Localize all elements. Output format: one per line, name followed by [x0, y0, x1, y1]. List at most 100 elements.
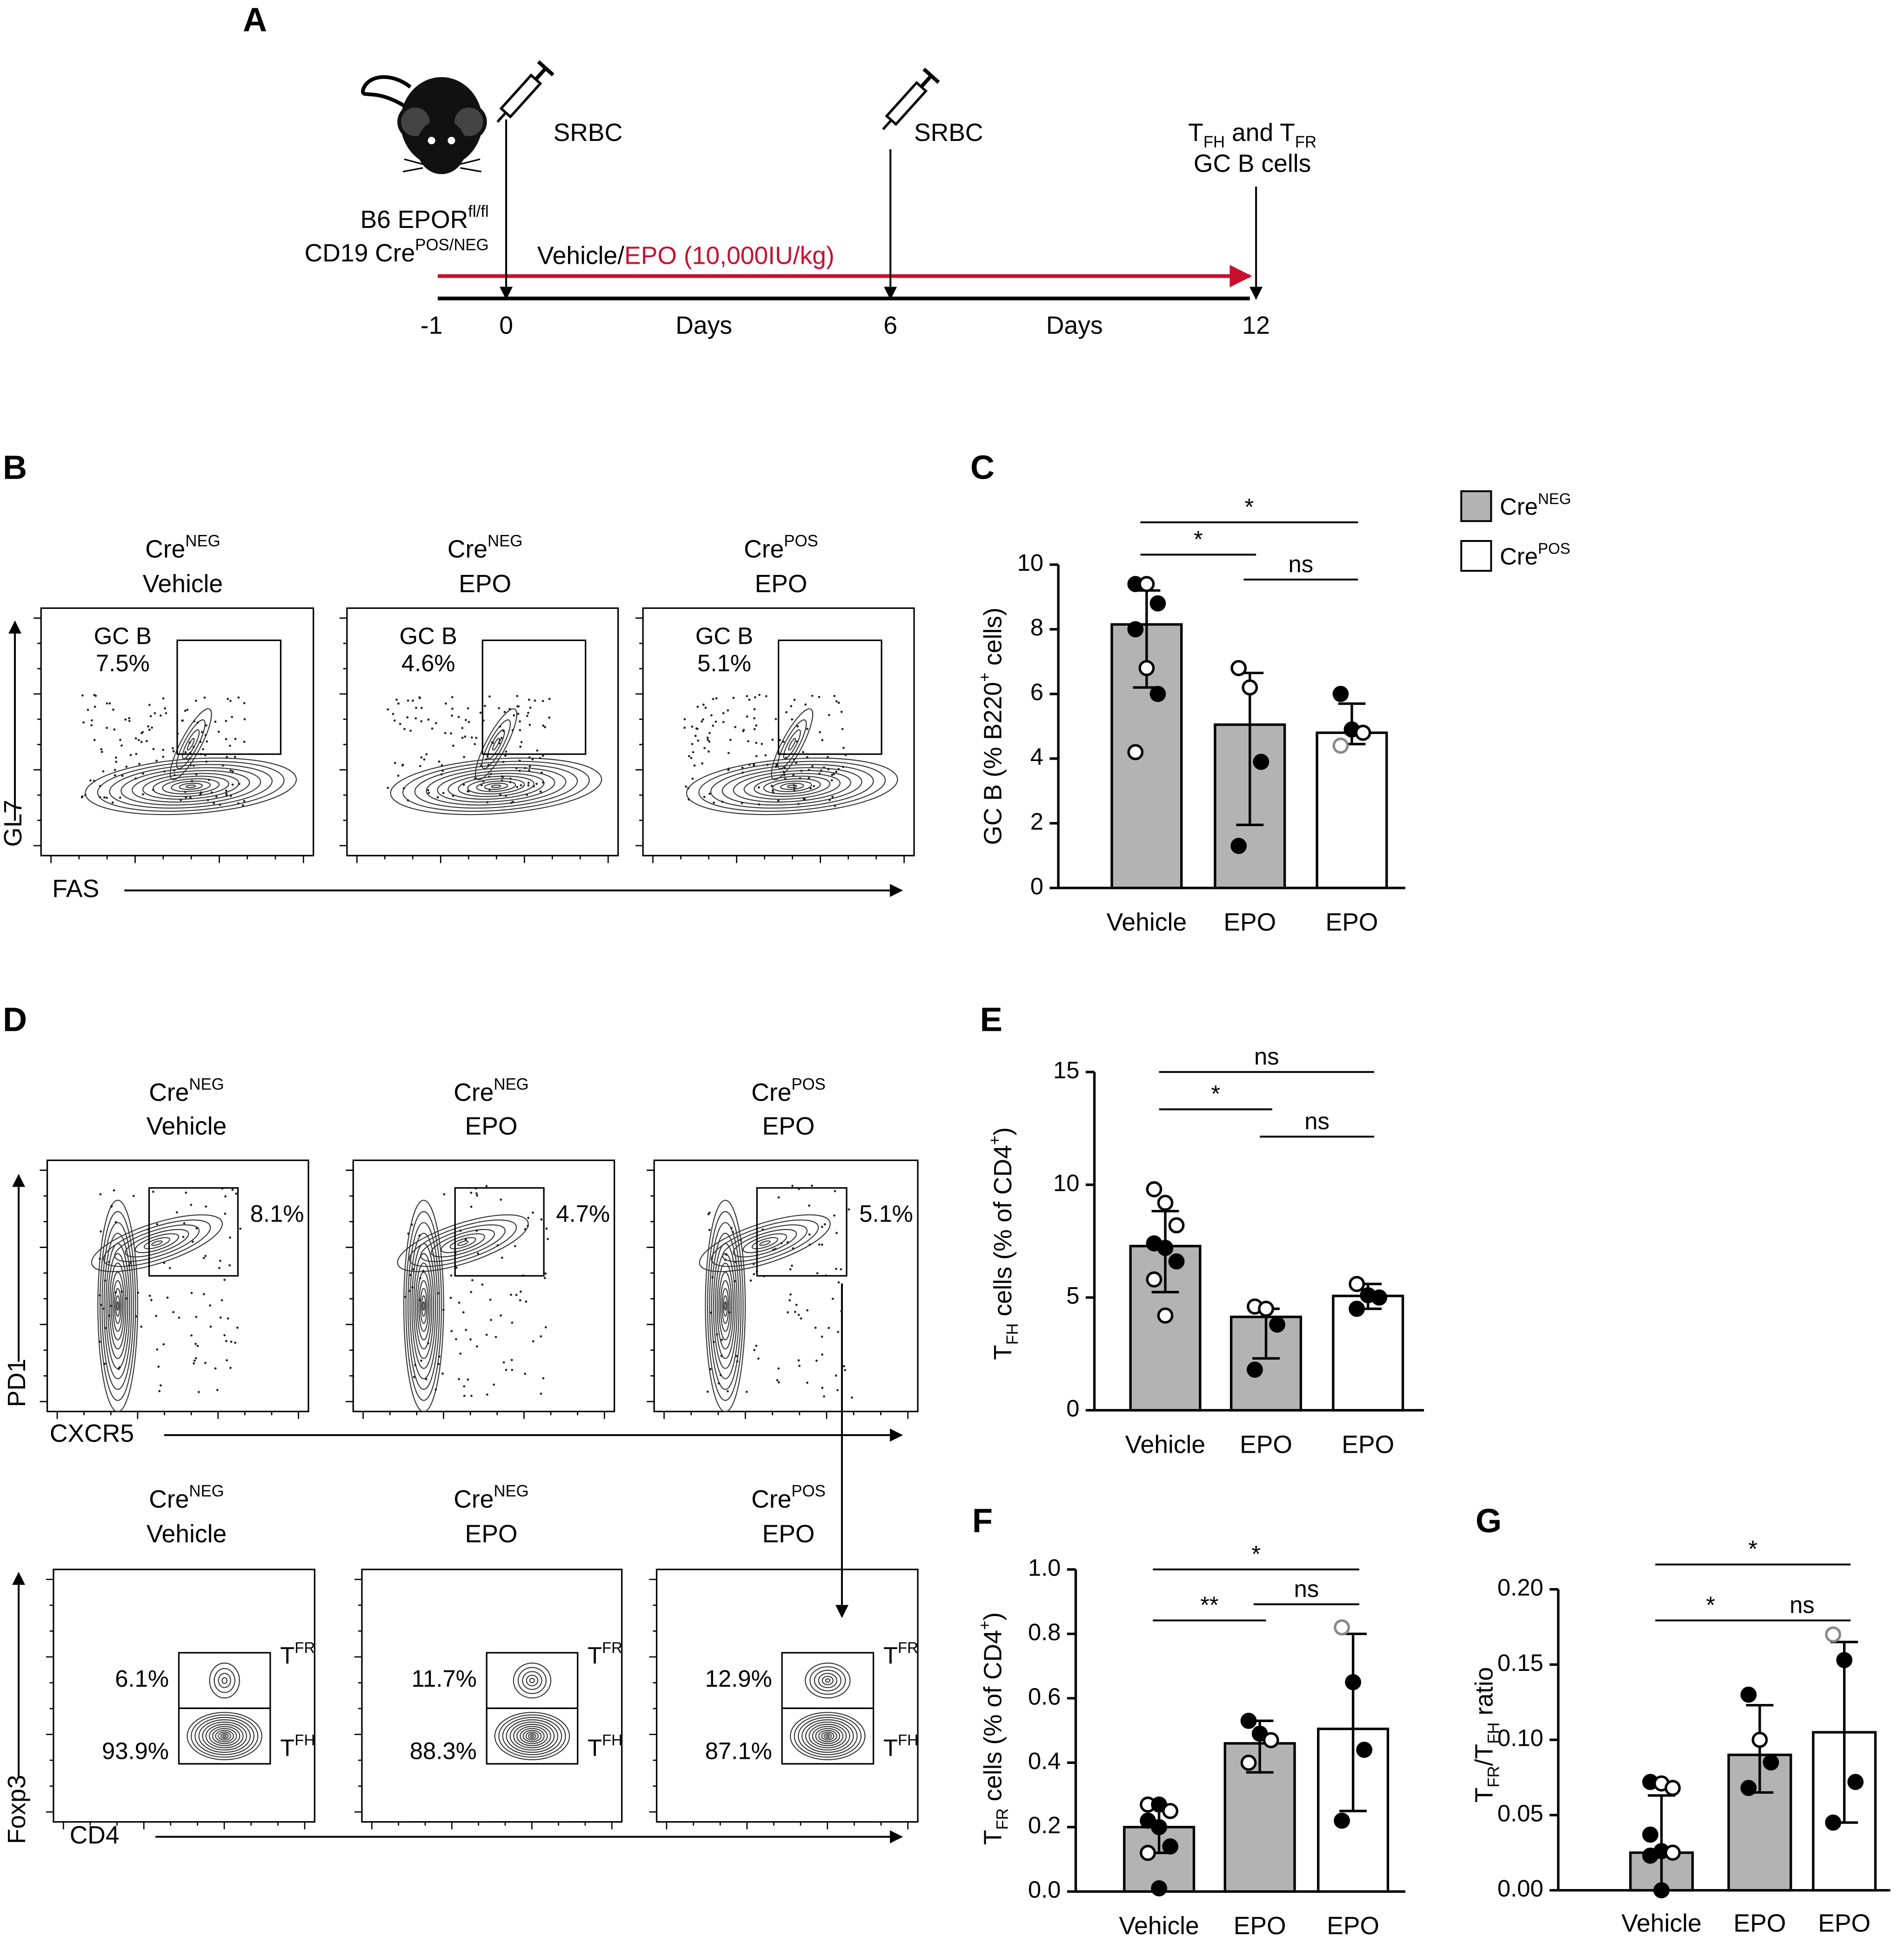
event-dot: [715, 697, 718, 700]
event-dot: [477, 1252, 479, 1255]
event-dot: [106, 796, 108, 799]
event-dot: [104, 1279, 107, 1282]
panel-label: G: [1476, 1503, 1502, 1540]
event-dot: [740, 1239, 742, 1242]
event-dot: [831, 774, 834, 776]
event-dot: [508, 708, 511, 710]
data-point: [1740, 1780, 1757, 1796]
event-dot: [544, 726, 546, 728]
panel-label: F: [972, 1503, 993, 1540]
data-point: [1751, 1731, 1768, 1748]
event-dot: [758, 694, 761, 696]
contour: [742, 1233, 788, 1253]
significance-label: ns: [1289, 551, 1314, 577]
text-part: POS: [791, 1483, 825, 1500]
event-dot: [114, 774, 116, 777]
text-part: Vehicle/: [537, 242, 624, 270]
event-dot: [171, 747, 174, 750]
text-part: FR: [1485, 1766, 1503, 1787]
text-part: Cre: [1500, 494, 1538, 520]
event-dot: [527, 781, 530, 784]
event-dot: [758, 803, 761, 806]
event-dot: [542, 724, 545, 727]
data-point: [1240, 1712, 1257, 1729]
contour: [415, 1262, 433, 1349]
event-dot: [449, 1296, 452, 1299]
data-point: [1253, 754, 1269, 770]
event-dot: [91, 719, 93, 722]
event-dot: [797, 802, 800, 805]
event-dot: [727, 709, 729, 712]
data-point: [1138, 660, 1155, 676]
contour: [222, 1734, 227, 1738]
event-dot: [215, 795, 218, 798]
gate: [176, 639, 282, 755]
contour: [221, 1677, 228, 1684]
event-dot: [490, 773, 492, 775]
event-dot: [392, 713, 394, 715]
event-dot: [469, 1338, 472, 1341]
event-dot: [485, 758, 488, 761]
contour: [405, 1211, 442, 1401]
contour: [441, 1233, 485, 1253]
event-dot: [462, 1311, 465, 1314]
event-dot: [708, 750, 710, 753]
contour: [209, 1726, 241, 1746]
event-dot: [524, 767, 527, 769]
event-dot: [227, 1317, 229, 1320]
text-part: FH: [1004, 1323, 1022, 1345]
event-dot: [175, 1211, 178, 1214]
x-tick-label: EPO: [1326, 909, 1378, 936]
event-dot: [694, 735, 697, 737]
event-dot: [771, 789, 774, 792]
data-point: [1763, 1754, 1779, 1771]
event-dot: [748, 698, 751, 701]
gate-percent: 87.1%: [705, 1737, 772, 1764]
text-part: NEG: [494, 1076, 528, 1094]
timeline-label: Days: [675, 312, 732, 339]
event-dot: [792, 774, 795, 777]
event-dot: [775, 764, 778, 767]
event-dot: [704, 707, 707, 709]
contour: [218, 1731, 231, 1741]
event-dot: [112, 708, 114, 711]
event-dot: [524, 1372, 527, 1375]
event-dot: [134, 737, 137, 740]
event-dot: [234, 755, 236, 758]
event-dot: [470, 1191, 473, 1194]
event-dot: [235, 1192, 238, 1195]
event-dot: [837, 768, 840, 770]
event-dot: [541, 771, 543, 774]
text-part: Vehicle: [147, 1113, 227, 1140]
event-dot: [156, 1223, 159, 1226]
event-dot: [99, 785, 101, 788]
text-part: NEG: [185, 533, 220, 550]
event-dot: [129, 1262, 132, 1264]
event-dot: [226, 1359, 228, 1362]
data-point: [1168, 1217, 1185, 1234]
contour: [513, 1663, 552, 1699]
event-dot: [81, 795, 84, 798]
data-point: [1356, 1742, 1373, 1758]
gate: [756, 1187, 848, 1277]
event-dot: [193, 1359, 196, 1362]
event-dot: [476, 1194, 479, 1197]
event-dot: [820, 769, 822, 772]
event-dot: [808, 777, 810, 780]
contour: [722, 1288, 729, 1324]
event-dot: [184, 709, 187, 712]
data-point: [1230, 660, 1247, 676]
event-dot: [541, 781, 544, 784]
event-dot: [842, 1365, 845, 1368]
contour: [825, 1678, 831, 1683]
event-dot: [712, 1341, 715, 1343]
data-point: [1345, 1674, 1362, 1690]
event-dot: [823, 1223, 826, 1226]
contour: [814, 1670, 842, 1691]
event-dot: [753, 763, 755, 766]
event-dot: [238, 782, 241, 785]
event-dot: [485, 1185, 488, 1188]
event-dot: [106, 727, 108, 729]
event-dot: [425, 1378, 428, 1381]
injection-label: SRBC: [914, 119, 983, 147]
